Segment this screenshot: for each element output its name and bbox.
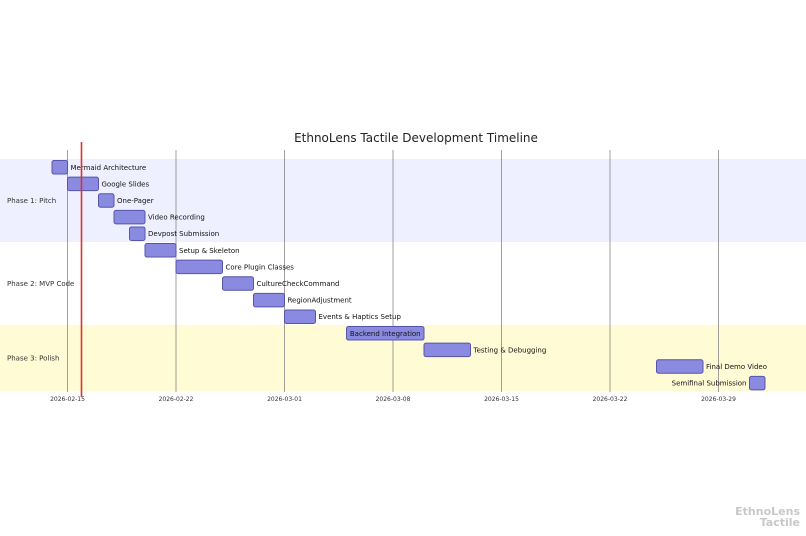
task-bar (222, 276, 254, 291)
task-bar (113, 209, 146, 225)
task-label: Final Demo Video (706, 363, 767, 371)
x-tick-label: 2026-02-15 (50, 396, 85, 403)
task-label: CultureCheckCommand (257, 280, 340, 288)
watermark-line-2: Tactile (759, 516, 800, 529)
task-label: Google Slides (102, 180, 150, 188)
task-label: Devpost Submission (148, 230, 219, 238)
tick-labels: 2026-02-15 2026-02-22 2026-03-01 2026-03-08… (50, 396, 736, 403)
task-bar (423, 342, 471, 358)
section-bands (0, 159, 806, 392)
task-bar (129, 226, 146, 241)
task-labels: Mermaid Architecture Google Slides One-Pag… (71, 164, 768, 388)
x-tick-label: 2026-03-22 (593, 396, 628, 403)
chart-title: EthnoLens Tactile Development Timeline (294, 131, 538, 145)
task-label: RegionAdjustment (288, 297, 352, 305)
task-bar (98, 193, 115, 208)
section-label-1: Phase 1: Pitch (7, 197, 56, 205)
task-label: Testing & Debugging (473, 346, 547, 354)
x-tick-label: 2026-03-01 (267, 396, 302, 403)
section-label-3: Phase 3: Polish (7, 355, 59, 363)
task-bar (284, 309, 316, 324)
task-bar (346, 326, 425, 341)
task-bar (749, 375, 766, 391)
task-bar (656, 359, 704, 374)
watermark-line-1: EthnoLens (735, 505, 800, 518)
task-label: Semifinal Submission (672, 380, 747, 388)
task-bar (51, 160, 68, 175)
section-label-2: Phase 2: MVP Code (7, 280, 74, 288)
task-label: Setup & Skeleton (179, 247, 240, 255)
task-label: Mermaid Architecture (71, 164, 147, 172)
section-band-2 (0, 242, 806, 325)
x-tick-label: 2026-03-08 (376, 396, 411, 403)
task-label: Core Plugin Classes (226, 263, 295, 271)
task-label: One-Pager (117, 197, 154, 205)
task-bars (51, 160, 766, 391)
x-tick-label: 2026-03-29 (701, 396, 736, 403)
task-label: Video Recording (148, 214, 205, 222)
task-bar (175, 259, 223, 275)
task-label: Events & Haptics Setup (319, 313, 402, 321)
task-bar (144, 243, 177, 258)
section-labels: Phase 1: Pitch Phase 2: MVP Code Phase 3: … (7, 197, 74, 363)
task-bar (67, 176, 99, 192)
task-bar (253, 292, 285, 308)
x-tick-label: 2026-02-22 (159, 396, 194, 403)
x-tick-label: 2026-03-15 (484, 396, 519, 403)
task-label: Backend Integration (350, 330, 421, 338)
watermark-logo: EthnoLens Tactile (735, 506, 800, 528)
